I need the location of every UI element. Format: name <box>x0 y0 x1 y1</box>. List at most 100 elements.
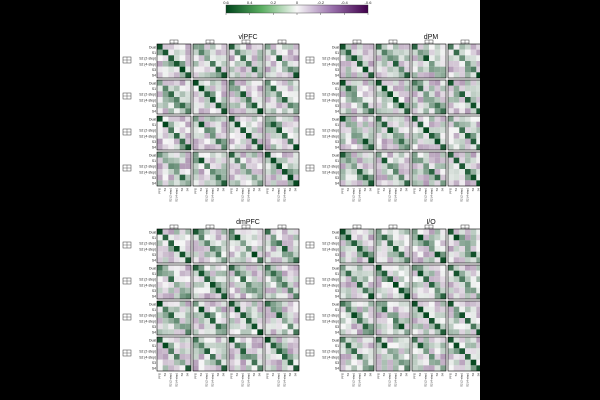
heatmap-cell <box>423 365 430 372</box>
row-label: S1 <box>152 87 156 91</box>
heatmap-cell <box>185 55 192 62</box>
heatmap-cell <box>404 133 411 139</box>
heatmap-cell <box>470 312 477 319</box>
heatmap-cell <box>168 72 175 79</box>
heatmap-cell <box>251 169 258 175</box>
heatmap-cell <box>157 174 163 181</box>
heatmap-cell <box>470 44 477 50</box>
heatmap-cell <box>193 49 199 56</box>
heatmap-cell <box>362 329 369 336</box>
heatmap-cell <box>453 138 460 145</box>
heatmap-cell <box>157 91 163 98</box>
heatmap-cell <box>470 323 477 330</box>
heatmap-cell <box>423 257 430 264</box>
heatmap-cell <box>412 365 418 372</box>
column-label: S3 <box>399 188 403 192</box>
column-label: S2 (4-step) <box>282 373 286 387</box>
row-label: S2 (2-step) <box>322 350 339 354</box>
heatmap-cell <box>459 157 466 164</box>
heatmap-cell <box>293 44 300 50</box>
heatmap-cell <box>157 85 163 92</box>
heatmap-cell <box>287 80 294 86</box>
heatmap-cell <box>440 251 447 258</box>
heatmap-cell <box>470 91 477 98</box>
heatmap-cell <box>393 55 399 62</box>
column-label: S1 <box>235 373 239 377</box>
column-label: S2 (4-step) <box>246 188 250 202</box>
heatmap-cell <box>240 240 247 247</box>
matrix-block <box>375 264 411 300</box>
heatmap-cell <box>204 44 211 50</box>
heatmap-cell <box>246 174 252 181</box>
heatmap-cell <box>246 152 252 158</box>
heatmap-cell <box>287 102 294 109</box>
heatmap-cell <box>404 348 411 355</box>
heatmap-cell <box>265 282 271 288</box>
heatmap-cell <box>265 342 271 349</box>
heatmap-cell <box>276 85 283 92</box>
heatmap-cell <box>168 301 175 307</box>
heatmap-cell <box>185 133 192 139</box>
heatmap-cell <box>340 127 346 134</box>
heatmap-cell <box>434 306 441 313</box>
heatmap-cell <box>387 229 394 235</box>
heatmap-cell <box>204 301 211 307</box>
heatmap-cell <box>157 318 163 324</box>
heatmap-cell <box>204 282 211 288</box>
heatmap-cell <box>453 180 460 187</box>
heatmap-cell <box>193 234 199 241</box>
heatmap-cell <box>157 246 163 252</box>
column-label: S2 (4-step) <box>357 373 361 387</box>
heatmap-cell <box>204 61 211 67</box>
heatmap-cell <box>265 318 271 324</box>
heatmap-cell <box>240 102 247 109</box>
heatmap-cell <box>276 44 283 50</box>
heatmap-cell <box>357 365 363 372</box>
heatmap-cell <box>351 318 358 324</box>
heatmap-cell <box>240 138 247 145</box>
heatmap-cell <box>345 80 352 86</box>
heatmap-cell <box>387 301 394 307</box>
heatmap-cell <box>246 293 252 300</box>
heatmap-cell <box>168 163 175 170</box>
heatmap-cell <box>470 157 477 164</box>
heatmap-cell <box>287 306 294 313</box>
heatmap-cell <box>476 234 480 241</box>
heatmap-cell <box>234 97 241 103</box>
heatmap-cell <box>282 157 288 164</box>
heatmap-cell <box>393 312 399 319</box>
heatmap-cell <box>470 282 477 288</box>
heatmap-cell <box>276 55 283 62</box>
heatmap-cell <box>198 234 205 241</box>
heatmap-cell <box>340 80 346 86</box>
heatmap-cell <box>368 337 375 343</box>
heatmap-cell <box>157 312 163 319</box>
heatmap-cell <box>198 174 205 181</box>
heatmap-cell <box>276 133 283 139</box>
heatmap-cell <box>174 152 180 158</box>
block-border <box>411 228 447 264</box>
heatmap-cell <box>204 163 211 170</box>
matrix-block <box>411 79 447 115</box>
heatmap-cell <box>251 301 258 307</box>
column-label: S2 (2-step) <box>205 188 209 202</box>
heatmap-cell <box>204 246 211 252</box>
heatmap-cell <box>393 174 399 181</box>
heatmap-cell <box>345 144 352 151</box>
heatmap-cell <box>351 276 358 283</box>
heatmap-cell <box>393 163 399 170</box>
heatmap-cell <box>381 61 388 67</box>
heatmap-cell <box>246 348 252 355</box>
row-label: S1 <box>335 236 339 240</box>
heatmap-cell <box>459 265 466 271</box>
panel-title: I/O <box>426 219 436 226</box>
heatmap-cell <box>287 354 294 360</box>
heatmap-cell <box>345 265 352 271</box>
heatmap-cell <box>398 359 405 366</box>
heatmap-cell <box>453 318 460 324</box>
heatmap-cell <box>448 342 454 349</box>
heatmap-cell <box>340 121 346 128</box>
heatmap-cell <box>221 108 228 115</box>
block-border <box>375 151 411 187</box>
heatmap-cell <box>453 116 460 122</box>
